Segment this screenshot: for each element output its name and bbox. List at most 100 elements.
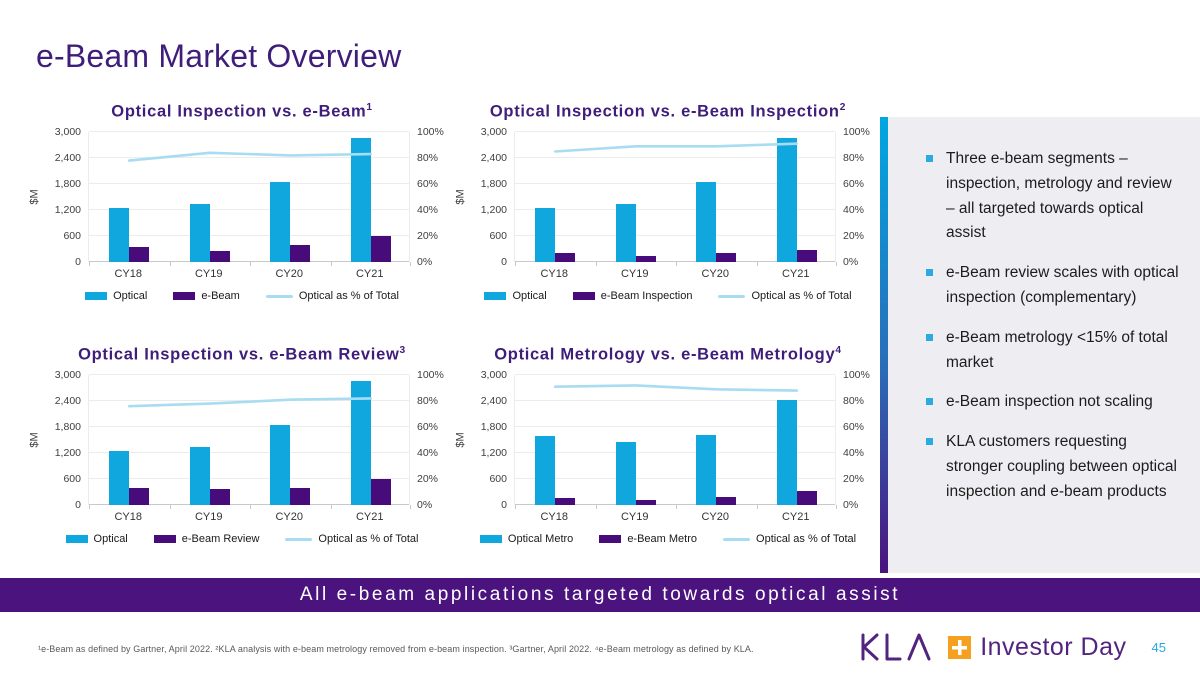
y-axis-unit-label: $M <box>29 432 41 448</box>
legend: Optical e-Beam Optical as % of Total <box>28 286 456 306</box>
legend-item-optical-metro: Optical Metro <box>479 533 573 545</box>
y-axis-right-tick: 20% <box>843 230 865 242</box>
legend-item-e-beam-inspection: e-Beam Inspection <box>572 290 692 302</box>
gridline <box>89 131 409 132</box>
y-axis-right-tick: 0% <box>417 499 433 511</box>
chart-title-superscript: 2 <box>839 102 847 113</box>
e-beam-metro-bar-cy20 <box>716 496 737 505</box>
e-beam-inspection-bar-cy20 <box>716 253 737 262</box>
gridline <box>515 209 835 210</box>
gridline <box>515 235 835 236</box>
x-axis-label-cy21: CY21 <box>355 268 384 280</box>
legend-label: Optical as % of Total <box>318 533 419 545</box>
y-axis-left-tick: 3,000 <box>480 126 507 138</box>
y-axis-left-tick: 2,400 <box>480 152 507 164</box>
y-axis-unit-cell: $M <box>454 375 468 505</box>
legend: Optical e-Beam Inspection Optical as % of … <box>454 286 882 306</box>
gridline <box>515 400 835 401</box>
legend-item-optical: Optical <box>484 290 547 302</box>
y-axis-left-tick: 0 <box>75 256 81 268</box>
legend-bar-swatch-icon <box>572 292 595 300</box>
gridline <box>89 426 409 427</box>
legend-line-swatch-icon <box>718 294 746 298</box>
x-axis-label-cy19: CY19 <box>194 268 223 280</box>
x-axis-tick <box>676 505 677 509</box>
bullet-square-icon <box>926 269 933 277</box>
bullet-square-icon <box>926 438 933 446</box>
y-axis-right-tick: 0% <box>843 499 859 511</box>
y-axis-left: 0 600 1,200 1,800 2,400 3,000 <box>42 369 88 511</box>
y-axis-left-tick: 600 <box>63 230 81 242</box>
optical-as-of-total-line <box>127 151 373 162</box>
y-axis-left-tick: 3,000 <box>54 126 81 138</box>
e-beam-review-bar-cy20 <box>290 487 311 505</box>
legend-item-optical-as-of-total: Optical as % of Total <box>285 533 418 545</box>
y-axis-right-tick: 80% <box>417 395 439 407</box>
chart-title: Optical Metrology vs. e-Beam Metrology4 <box>454 341 882 375</box>
gridline <box>89 452 409 453</box>
x-axis-tick <box>836 262 837 266</box>
legend-line-swatch-icon <box>265 294 293 298</box>
optical-bar-cy19 <box>189 446 210 505</box>
legend-line-swatch-icon <box>285 537 313 541</box>
gridline <box>515 426 835 427</box>
y-axis-right-tick: 60% <box>417 421 439 433</box>
y-axis-right-tick: 40% <box>417 204 439 216</box>
y-axis-left-tick: 1,200 <box>480 447 507 459</box>
x-axis-label-cy20: CY20 <box>275 511 304 523</box>
optical-as-of-total-line <box>553 142 799 153</box>
x-axis-labels: CY18 CY19 CY20 CY21 <box>88 505 410 529</box>
y-axis-unit-label: $M <box>455 189 467 205</box>
legend: Optical Metro e-Beam Metro Optical as % of… <box>454 529 882 549</box>
chart-title: Optical Inspection vs. e-Beam1 <box>28 98 456 132</box>
y-axis-right-tick: 40% <box>843 204 865 216</box>
gridline <box>89 504 409 505</box>
gridline <box>515 157 835 158</box>
legend-bar-swatch-icon <box>153 535 176 543</box>
legend-label: Optical <box>93 533 128 545</box>
gridline <box>89 209 409 210</box>
legend-label: e-Beam Metro <box>627 533 698 545</box>
y-axis-left-tick: 600 <box>489 230 507 242</box>
y-axis-unit-label: $M <box>29 189 41 205</box>
y-axis-left-tick: 1,200 <box>54 204 81 216</box>
optical-bar-cy21 <box>350 380 371 505</box>
y-axis-left-tick: 1,200 <box>480 204 507 216</box>
e-beam-review-bar-cy18 <box>129 487 150 505</box>
e-beam-bar-cy20 <box>290 244 311 262</box>
bullet-list: Three e-beam segments – inspection, metr… <box>880 117 1200 505</box>
plot-area <box>88 374 411 509</box>
y-axis-left-tick: 1,800 <box>54 421 81 433</box>
list-item: Three e-beam segments – inspection, metr… <box>926 147 1182 246</box>
y-axis-left-tick: 600 <box>63 473 81 485</box>
x-axis-label-cy21: CY21 <box>355 511 384 523</box>
list-item: e-Beam review scales with optical inspec… <box>926 261 1182 311</box>
list-item: e-Beam metrology <15% of total market <box>926 326 1182 376</box>
kla-wordmark-icon <box>861 633 931 661</box>
x-axis-label-cy20: CY20 <box>275 268 304 280</box>
gridline <box>89 235 409 236</box>
y-axis-right-tick: 80% <box>417 152 439 164</box>
x-axis-tick <box>756 505 758 509</box>
chart-optical-metrology-vs-e-beam-metrology: Optical Metrology vs. e-Beam Metrology4 $… <box>454 335 878 578</box>
e-beam-review-bar-cy21 <box>370 479 391 505</box>
legend-bar-swatch-icon <box>85 292 108 300</box>
y-axis-unit-label: $M <box>455 432 467 448</box>
e-beam-bar-cy21 <box>370 236 391 262</box>
bullet-text: e-Beam inspection not scaling <box>946 393 1153 411</box>
bullet-text: e-Beam review scales with optical inspec… <box>946 264 1179 306</box>
y-axis-right: 0% 20% 40% 60% 80% 100% <box>836 126 882 268</box>
x-axis-tick <box>836 505 837 509</box>
y-axis-left: 0 600 1,200 1,800 2,400 3,000 <box>42 126 88 268</box>
legend-item-optical-as-of-total: Optical as % of Total <box>718 290 852 302</box>
optical-bar-cy20 <box>696 181 717 262</box>
chart-title-superscript: 1 <box>366 102 373 113</box>
logo-event-text: Investor Day <box>980 632 1127 661</box>
optical-metro-bar-cy20 <box>696 434 717 505</box>
legend-item-optical-as-of-total: Optical as % of Total <box>723 533 856 545</box>
bullet-square-icon <box>926 333 933 341</box>
legend-label: Optical as % of Total <box>751 290 852 302</box>
e-beam-inspection-bar-cy19 <box>635 255 656 262</box>
x-axis-label-cy18: CY18 <box>540 511 569 523</box>
